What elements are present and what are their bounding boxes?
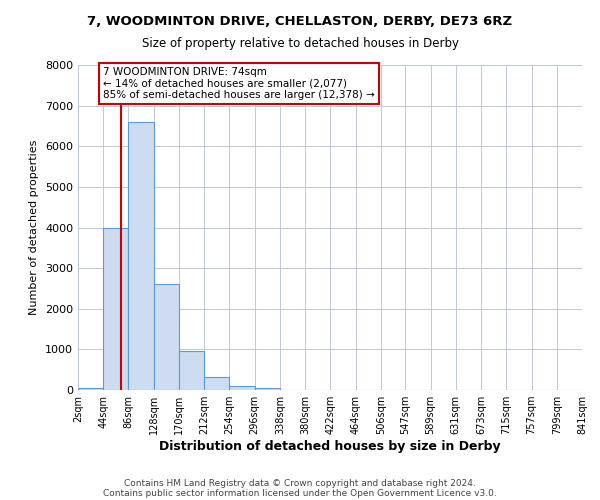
Text: Size of property relative to detached houses in Derby: Size of property relative to detached ho… xyxy=(142,38,458,51)
Bar xyxy=(128,122,154,390)
Text: Contains public sector information licensed under the Open Government Licence v3: Contains public sector information licen… xyxy=(103,488,497,498)
Bar xyxy=(78,388,103,390)
Bar xyxy=(204,377,229,390)
X-axis label: Distribution of detached houses by size in Derby: Distribution of detached houses by size … xyxy=(159,440,501,453)
Bar xyxy=(254,388,280,390)
Bar xyxy=(179,352,204,390)
Bar xyxy=(154,284,179,390)
Y-axis label: Number of detached properties: Number of detached properties xyxy=(29,140,40,315)
Text: Contains HM Land Registry data © Crown copyright and database right 2024.: Contains HM Land Registry data © Crown c… xyxy=(124,478,476,488)
Text: 7 WOODMINTON DRIVE: 74sqm
← 14% of detached houses are smaller (2,077)
85% of se: 7 WOODMINTON DRIVE: 74sqm ← 14% of detac… xyxy=(103,67,375,100)
Text: 7, WOODMINTON DRIVE, CHELLASTON, DERBY, DE73 6RZ: 7, WOODMINTON DRIVE, CHELLASTON, DERBY, … xyxy=(88,15,512,28)
Bar xyxy=(103,228,128,390)
Bar xyxy=(229,386,254,390)
